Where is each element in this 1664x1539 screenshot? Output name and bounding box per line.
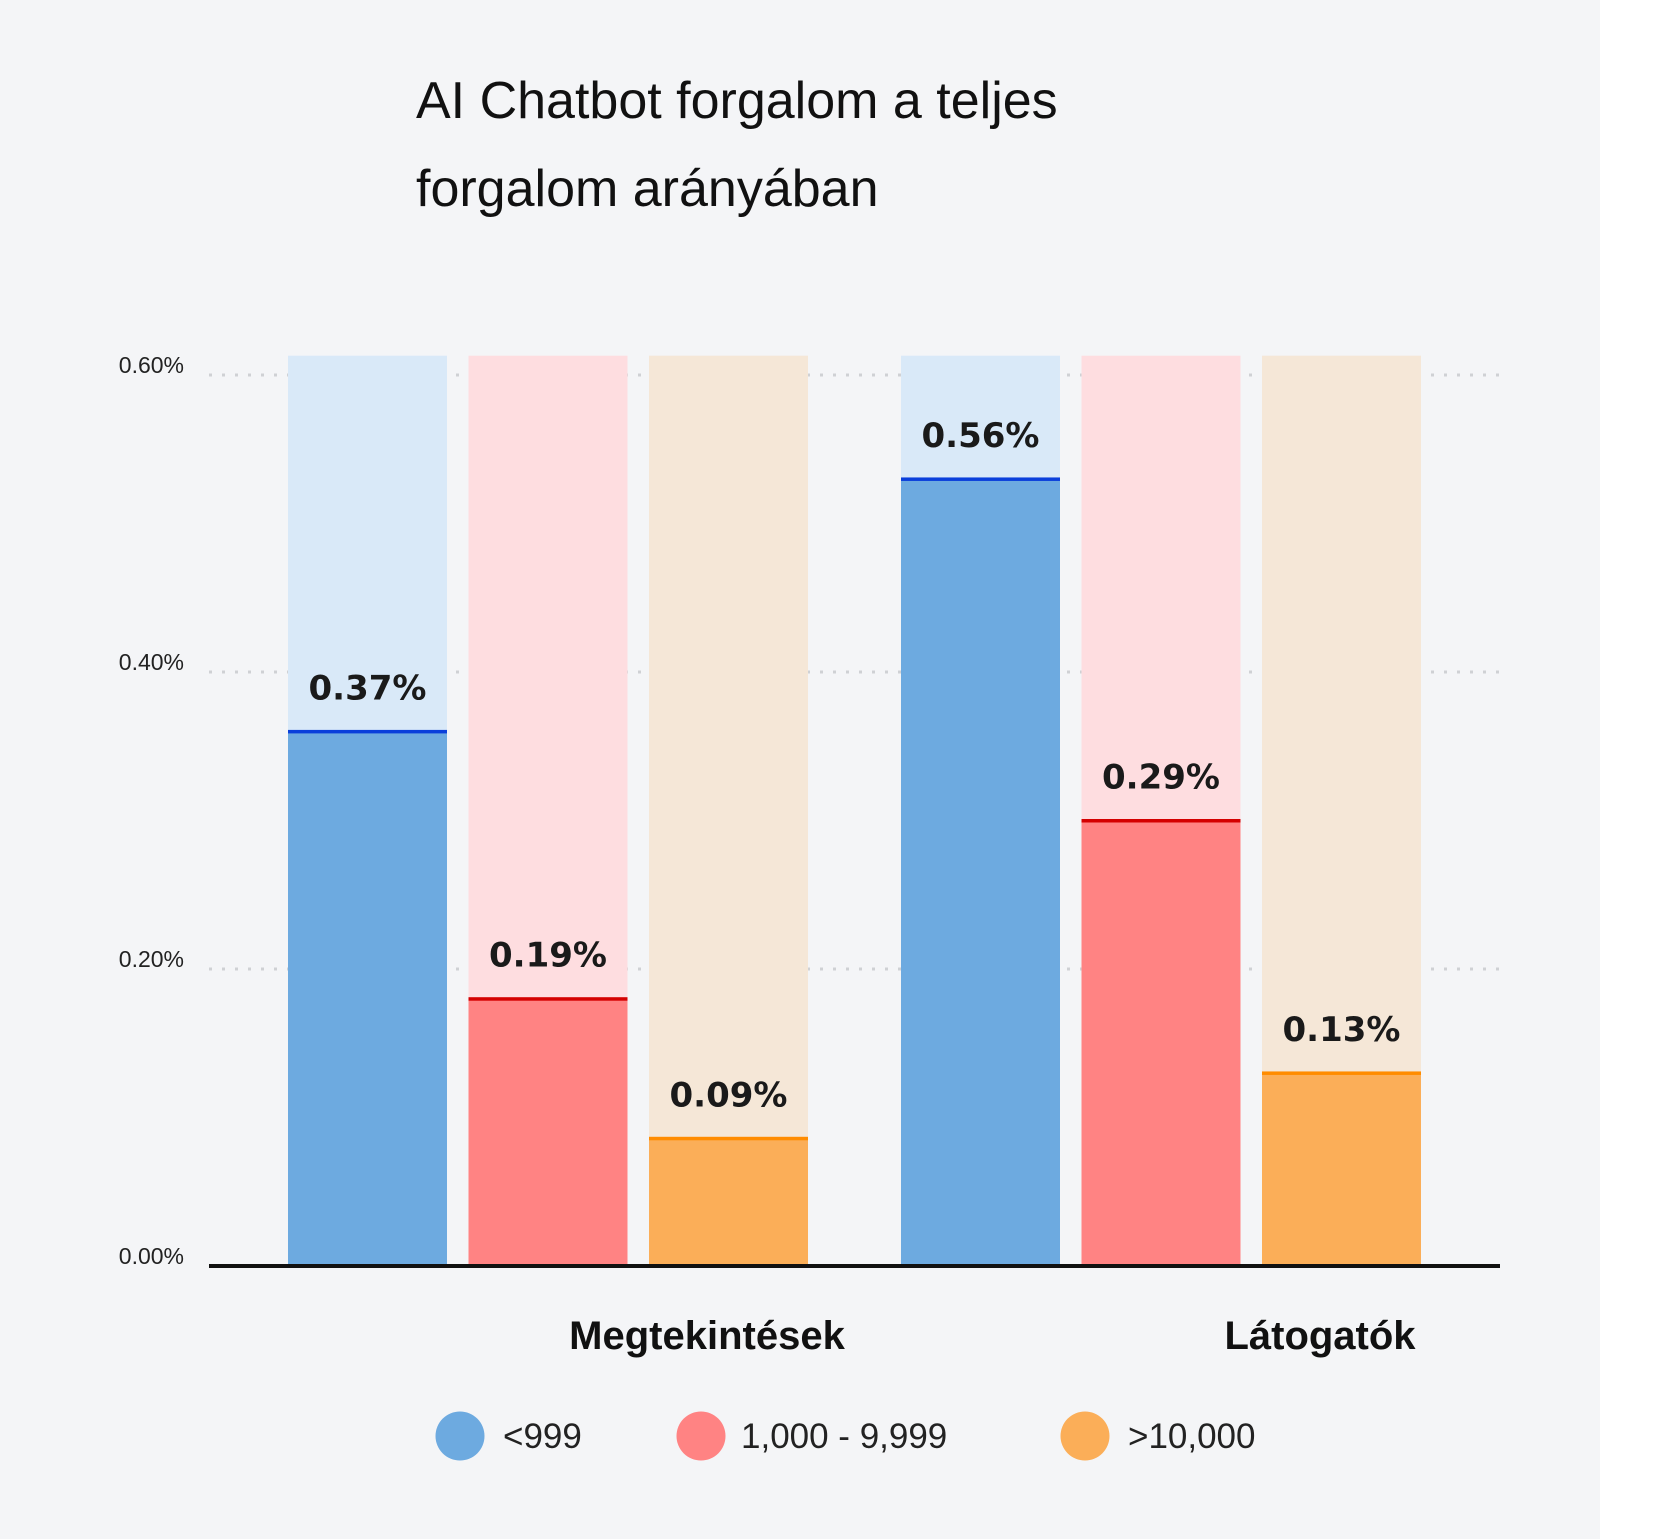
bar-top-line — [1262, 1071, 1421, 1075]
data-label: 0.56% — [922, 416, 1040, 456]
y-tick-label: 0.40% — [119, 649, 184, 675]
chart-title-line-1: AI Chatbot forgalom a teljes — [416, 72, 1058, 130]
x-category-label: Megtekintések — [569, 1314, 845, 1358]
x-category-label: Látogatók — [1224, 1314, 1416, 1358]
legend-swatch-icon — [676, 1411, 726, 1461]
bar-top-line — [288, 729, 447, 734]
data-label: 0.29% — [1102, 758, 1220, 798]
bar-top-line — [468, 997, 628, 1001]
legend-label: 1,000 - 9,999 — [741, 1417, 947, 1456]
y-tick-label: 0.60% — [119, 352, 184, 378]
data-label: 0.19% — [489, 936, 607, 976]
bar-background — [649, 355, 808, 1266]
bar — [649, 1138, 808, 1266]
legend-label: >10,000 — [1128, 1417, 1256, 1456]
bar — [288, 731, 447, 1266]
bar — [468, 998, 628, 1266]
data-label: 0.13% — [1283, 1010, 1401, 1050]
legend-label: <999 — [503, 1417, 582, 1456]
bar-top-line — [649, 1136, 808, 1141]
bar-top-line — [1081, 819, 1241, 823]
data-label: 0.37% — [309, 668, 427, 708]
data-label: 0.09% — [670, 1075, 788, 1115]
bar-top-line — [901, 477, 1060, 481]
bar — [901, 478, 1060, 1266]
legend-swatch-icon — [1060, 1411, 1110, 1461]
legend-item: 1,000 - 9,999 — [676, 1411, 947, 1461]
y-tick-label: 0.00% — [119, 1243, 184, 1269]
bar — [1262, 1072, 1421, 1266]
y-tick-label: 0.20% — [119, 946, 184, 972]
bar — [1081, 820, 1241, 1266]
legend-item: <999 — [435, 1411, 582, 1461]
chart-title-line-2: forgalom arányában — [416, 160, 879, 218]
legend-swatch-icon — [435, 1411, 485, 1461]
legend-item: >10,000 — [1060, 1411, 1256, 1461]
